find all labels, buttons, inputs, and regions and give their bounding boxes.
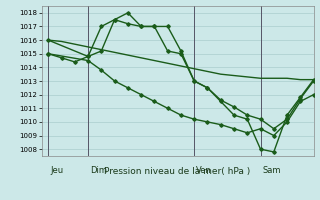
Text: Sam: Sam	[262, 166, 281, 175]
Text: Dim: Dim	[90, 166, 107, 175]
Text: Ven: Ven	[196, 166, 212, 175]
X-axis label: Pression niveau de la mer( hPa ): Pression niveau de la mer( hPa )	[104, 167, 251, 176]
Text: Jeu: Jeu	[50, 166, 63, 175]
